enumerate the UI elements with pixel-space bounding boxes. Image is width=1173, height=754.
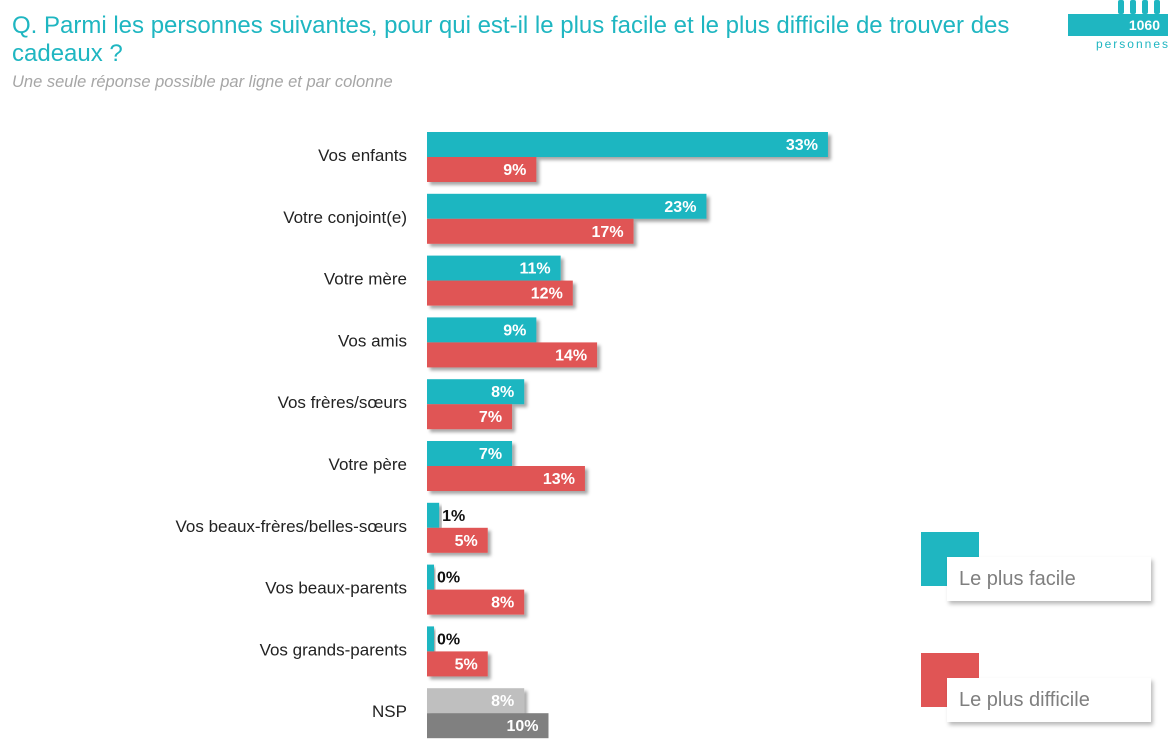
data-label-facile: 33% [786, 137, 818, 154]
respondents-count: 1060 [1068, 14, 1168, 36]
bar-difficile [427, 157, 537, 182]
bar-facile [427, 132, 828, 157]
bar-facile [427, 255, 561, 281]
data-label-difficile: 12% [531, 286, 563, 303]
data-label-facile: 8% [491, 384, 514, 401]
data-label-facile: 0% [437, 631, 460, 648]
data-label-difficile: 9% [503, 162, 526, 179]
category-label: Vos amis [338, 331, 407, 350]
data-label-difficile: 5% [455, 656, 478, 673]
legend-label-difficile: Le plus difficile [947, 678, 1151, 722]
bar-facile [427, 564, 434, 590]
respondents-unit: personnes [1095, 37, 1170, 51]
bar-facile [427, 317, 537, 343]
bar-facile [427, 193, 707, 219]
bar-difficile [427, 713, 549, 739]
bar-difficile [427, 342, 598, 368]
data-label-difficile: 8% [491, 595, 514, 612]
bar-facile [427, 688, 525, 714]
category-label: Votre père [329, 455, 407, 474]
category-label: Vos enfants [318, 146, 407, 165]
bar-difficile [427, 527, 488, 553]
data-label-difficile: 10% [506, 718, 538, 735]
data-label-difficile: 17% [592, 224, 624, 241]
category-label: Vos grands-parents [260, 640, 407, 659]
category-label: Vos beaux-frères/belles-sœurs [176, 517, 407, 536]
data-label-difficile: 14% [555, 347, 587, 364]
category-label: Vos beaux-parents [265, 579, 407, 598]
data-label-difficile: 13% [543, 471, 575, 488]
bar-facile [427, 502, 440, 528]
data-label-facile: 11% [520, 261, 551, 278]
category-label: Vos frères/sœurs [278, 393, 407, 412]
data-label-facile: 8% [491, 693, 514, 710]
data-label-difficile: 5% [455, 533, 478, 550]
category-label: Votre mère [324, 270, 407, 289]
data-label-difficile: 7% [479, 409, 502, 426]
bar-difficile [427, 589, 525, 615]
bar-facile [427, 441, 513, 466]
category-label: Votre conjoint(e) [283, 208, 407, 227]
respondents-badge: 1060 personnes [1068, 0, 1170, 52]
question-note: Une seule réponse possible par ligne et … [12, 73, 393, 91]
bar-difficile [427, 651, 488, 677]
people-icon [1118, 0, 1160, 14]
bar-difficile [427, 218, 634, 244]
data-label-facile: 7% [479, 446, 502, 463]
bar-difficile [427, 280, 573, 306]
chart-plot-area: Vos enfants 33% 9% Votre conjoint(e) 23% 17% V… [176, 132, 828, 739]
data-label-facile: 0% [437, 570, 460, 587]
bar-difficile [427, 466, 585, 491]
legend-label-facile: Le plus facile [947, 557, 1151, 601]
category-label: NSP [372, 702, 407, 721]
bar-difficile [427, 404, 513, 430]
bar-facile [427, 379, 525, 405]
bar-facile [427, 626, 434, 652]
data-label-facile: 23% [664, 199, 696, 216]
data-label-facile: 1% [442, 508, 465, 525]
question-title: Q. Parmi les personnes suivantes, pour q… [12, 12, 1010, 67]
data-label-facile: 9% [503, 322, 526, 339]
